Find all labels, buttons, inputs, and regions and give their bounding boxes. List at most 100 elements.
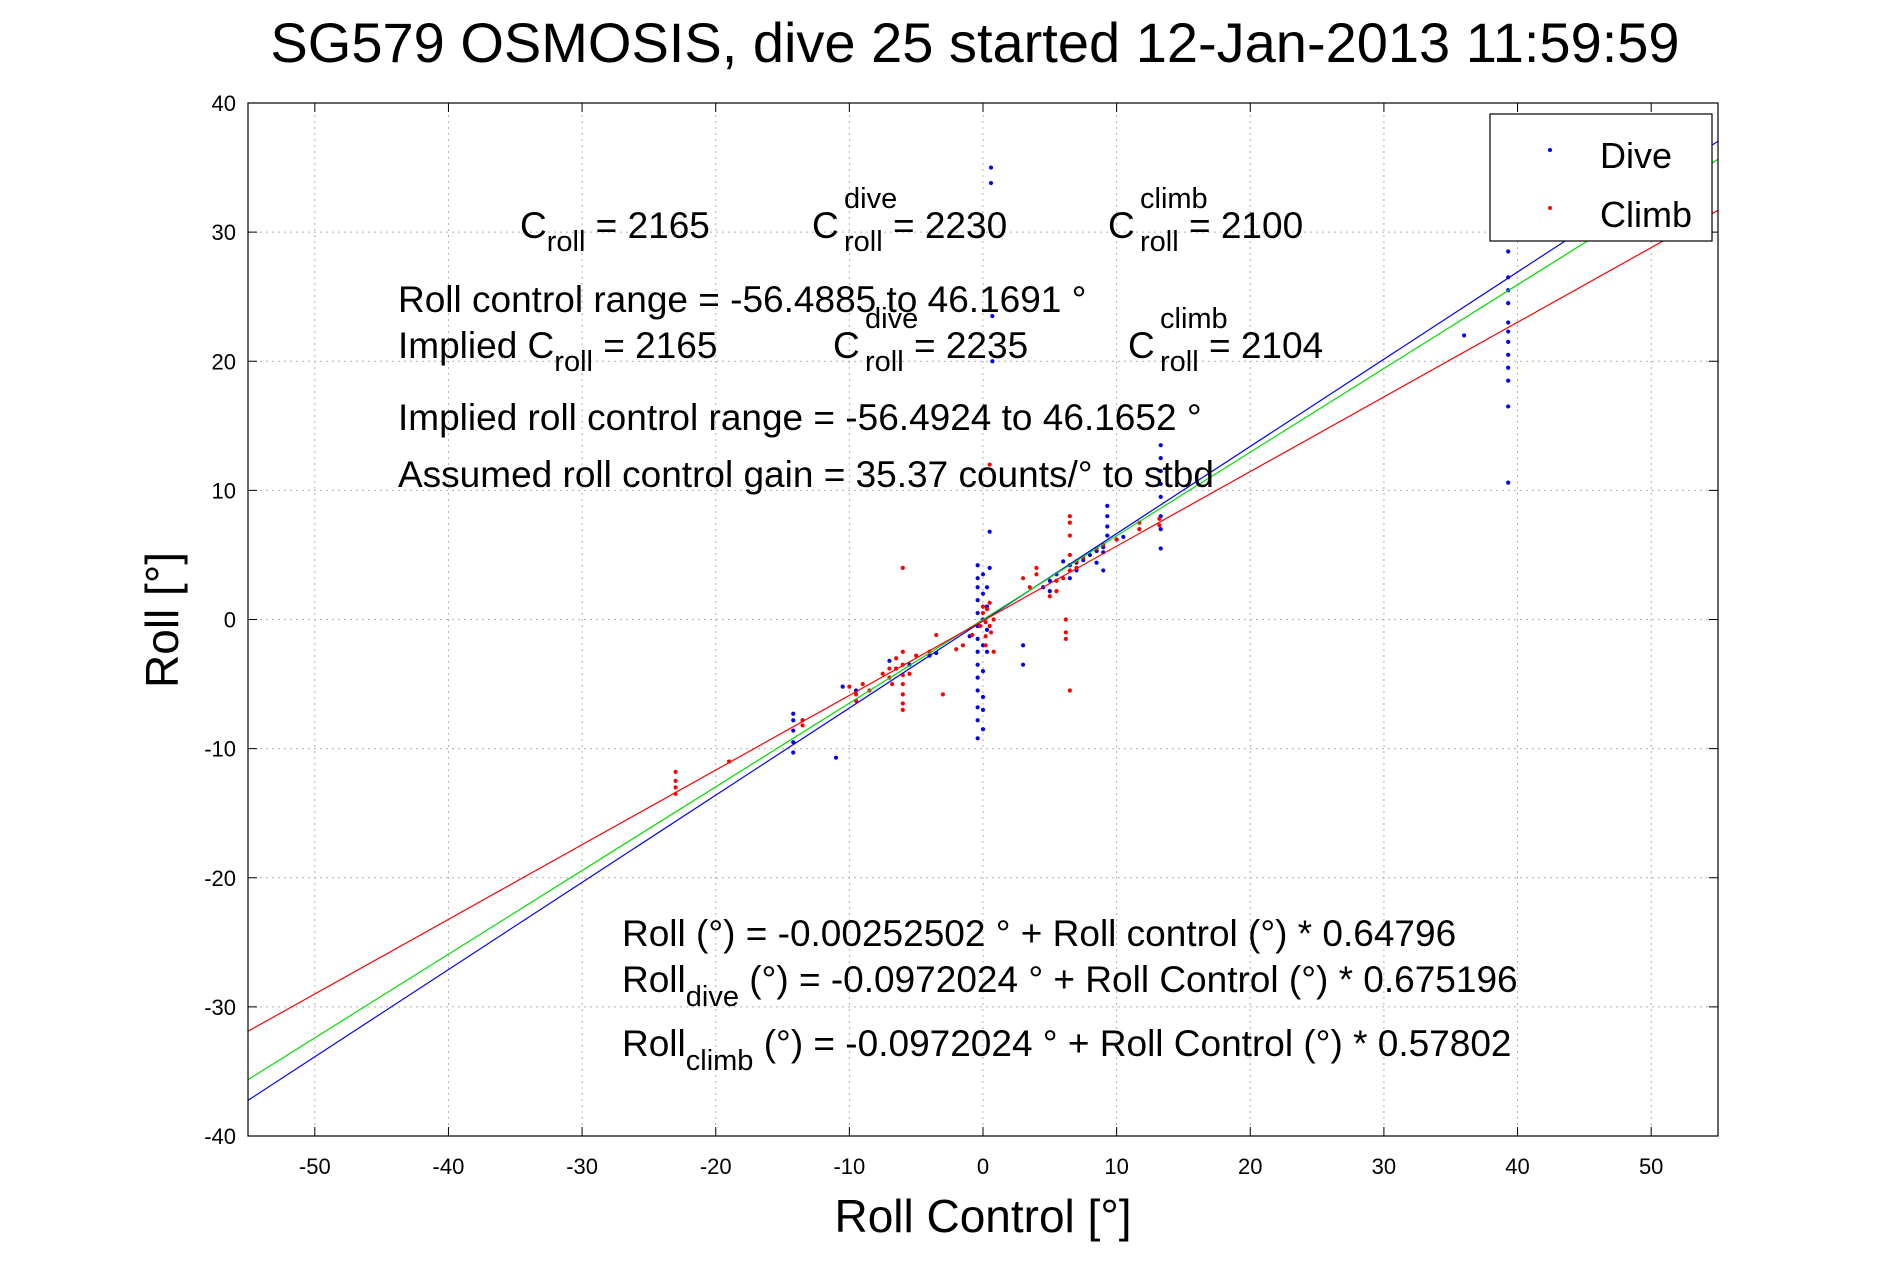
- roll-control-range: Roll control range = -56.4885 to 46.1691…: [398, 279, 1086, 320]
- legend: Dive Climb: [1489, 113, 1713, 242]
- dive-point: [975, 636, 980, 641]
- climb-point: [980, 604, 986, 609]
- dive-point: [1506, 365, 1511, 370]
- x-tick-label: -30: [566, 1154, 598, 1179]
- climb-point: [1067, 520, 1072, 525]
- annotations: Croll = 2165 Cdive roll = 2230 Cclimb roll…: [398, 183, 1518, 1077]
- series-layer: [248, 140, 1718, 1101]
- x-axis-label: Roll Control [°]: [834, 1190, 1131, 1242]
- fit-all-equation: Roll (°) = -0.00252502 ° + Roll control …: [622, 913, 1456, 954]
- climb-point: [673, 769, 678, 774]
- dive-point: [791, 728, 796, 733]
- dive-point: [1506, 301, 1511, 306]
- climb-point: [1157, 516, 1162, 521]
- dive-point: [1158, 443, 1163, 448]
- dive-point: [1158, 527, 1163, 532]
- climb-point: [1067, 552, 1072, 558]
- dive-point: [1506, 249, 1511, 254]
- climb-point: [987, 600, 992, 605]
- fit-line-3: [248, 158, 1718, 1081]
- climb-point: [1067, 533, 1072, 538]
- dive-point: [1506, 329, 1511, 334]
- dive-point: [987, 529, 992, 534]
- climb-point: [987, 623, 992, 629]
- implied-c-roll-label: Implied Croll = 2165: [398, 325, 717, 378]
- y-tick-label: -40: [204, 1124, 236, 1149]
- dive-point: [990, 313, 995, 319]
- climb-point: [1054, 588, 1059, 594]
- grid: [248, 102, 1718, 1137]
- dive-point: [975, 610, 980, 616]
- climb-point: [907, 671, 912, 676]
- climb-point: [1063, 636, 1068, 641]
- dive-point: [975, 598, 980, 603]
- climb-point: [934, 632, 939, 638]
- climb-point: [673, 785, 678, 790]
- dive-point: [975, 705, 980, 710]
- climb-point: [900, 649, 905, 654]
- c-roll-dive-label: Cdive roll = 2230: [812, 183, 1007, 258]
- dive-point: [1158, 481, 1163, 487]
- dive-point: [1506, 320, 1511, 325]
- fit-line-4: [248, 209, 1718, 1032]
- dive-point: [1506, 339, 1511, 344]
- climb-point: [914, 653, 919, 658]
- dive-point: [975, 563, 980, 568]
- climb-point: [853, 692, 859, 697]
- y-axis-label: Roll [°]: [136, 552, 188, 688]
- climb-point: [894, 656, 899, 661]
- legend-climb-marker: [1548, 206, 1552, 210]
- climb-point: [978, 623, 983, 629]
- dive-point: [975, 576, 980, 581]
- dive-point: [980, 707, 986, 712]
- legend-climb-label: Climb: [1600, 194, 1692, 235]
- climb-point: [970, 632, 975, 638]
- implied-roll-control-range: Implied roll control range = -56.4924 to…: [398, 397, 1202, 438]
- dive-point: [1020, 662, 1026, 667]
- dive-point: [984, 627, 990, 632]
- assumed-roll-control-gain: Assumed roll control gain = 35.37 counts…: [398, 454, 1214, 495]
- climb-point: [800, 723, 805, 728]
- dive-point: [990, 359, 995, 364]
- dive-point: [1105, 533, 1110, 538]
- climb-point: [890, 681, 895, 687]
- chart-title: SG579 OSMOSIS, dive 25 started 12-Jan-20…: [270, 11, 1679, 74]
- legend-dive-label: Dive: [1600, 135, 1672, 176]
- dive-point: [1506, 378, 1511, 383]
- climb-point: [673, 778, 678, 784]
- x-tick-label: 40: [1505, 1154, 1529, 1179]
- dive-point: [988, 165, 994, 170]
- x-tick-label: 0: [977, 1154, 989, 1179]
- implied-c-roll-climb-label: Cclimb roll = 2104: [1128, 303, 1323, 378]
- dive-point: [975, 585, 980, 590]
- climb-point: [954, 647, 959, 652]
- dive-point: [975, 688, 980, 693]
- climb-point: [1027, 585, 1032, 590]
- dive-point: [1158, 546, 1163, 551]
- climb-point: [900, 701, 905, 706]
- dive-point: [1105, 524, 1110, 529]
- climb-point: [900, 692, 905, 697]
- climb-point: [847, 684, 852, 689]
- dive-point: [1101, 568, 1106, 573]
- y-tick-label: 20: [212, 349, 236, 374]
- dive-point: [1158, 494, 1163, 499]
- dive-point: [791, 718, 796, 723]
- y-tick-label: 40: [212, 91, 236, 116]
- fit-dive-equation: Rolldive (°) = -0.0972024 ° + Roll Contr…: [622, 959, 1518, 1013]
- climb-point: [991, 617, 996, 622]
- legend-box: [1489, 113, 1713, 242]
- dive-point: [1121, 534, 1126, 539]
- y-tick-label: -10: [204, 737, 236, 762]
- dive-point: [980, 727, 986, 732]
- climb-point: [960, 643, 966, 648]
- climb-point: [1063, 617, 1068, 622]
- x-tick-label: -20: [700, 1154, 732, 1179]
- climb-point: [900, 681, 905, 687]
- climb-point: [900, 565, 905, 570]
- legend-dive-marker: [1548, 148, 1552, 152]
- climb-point: [988, 630, 994, 635]
- dive-point: [1105, 514, 1110, 519]
- climb-point: [991, 649, 996, 654]
